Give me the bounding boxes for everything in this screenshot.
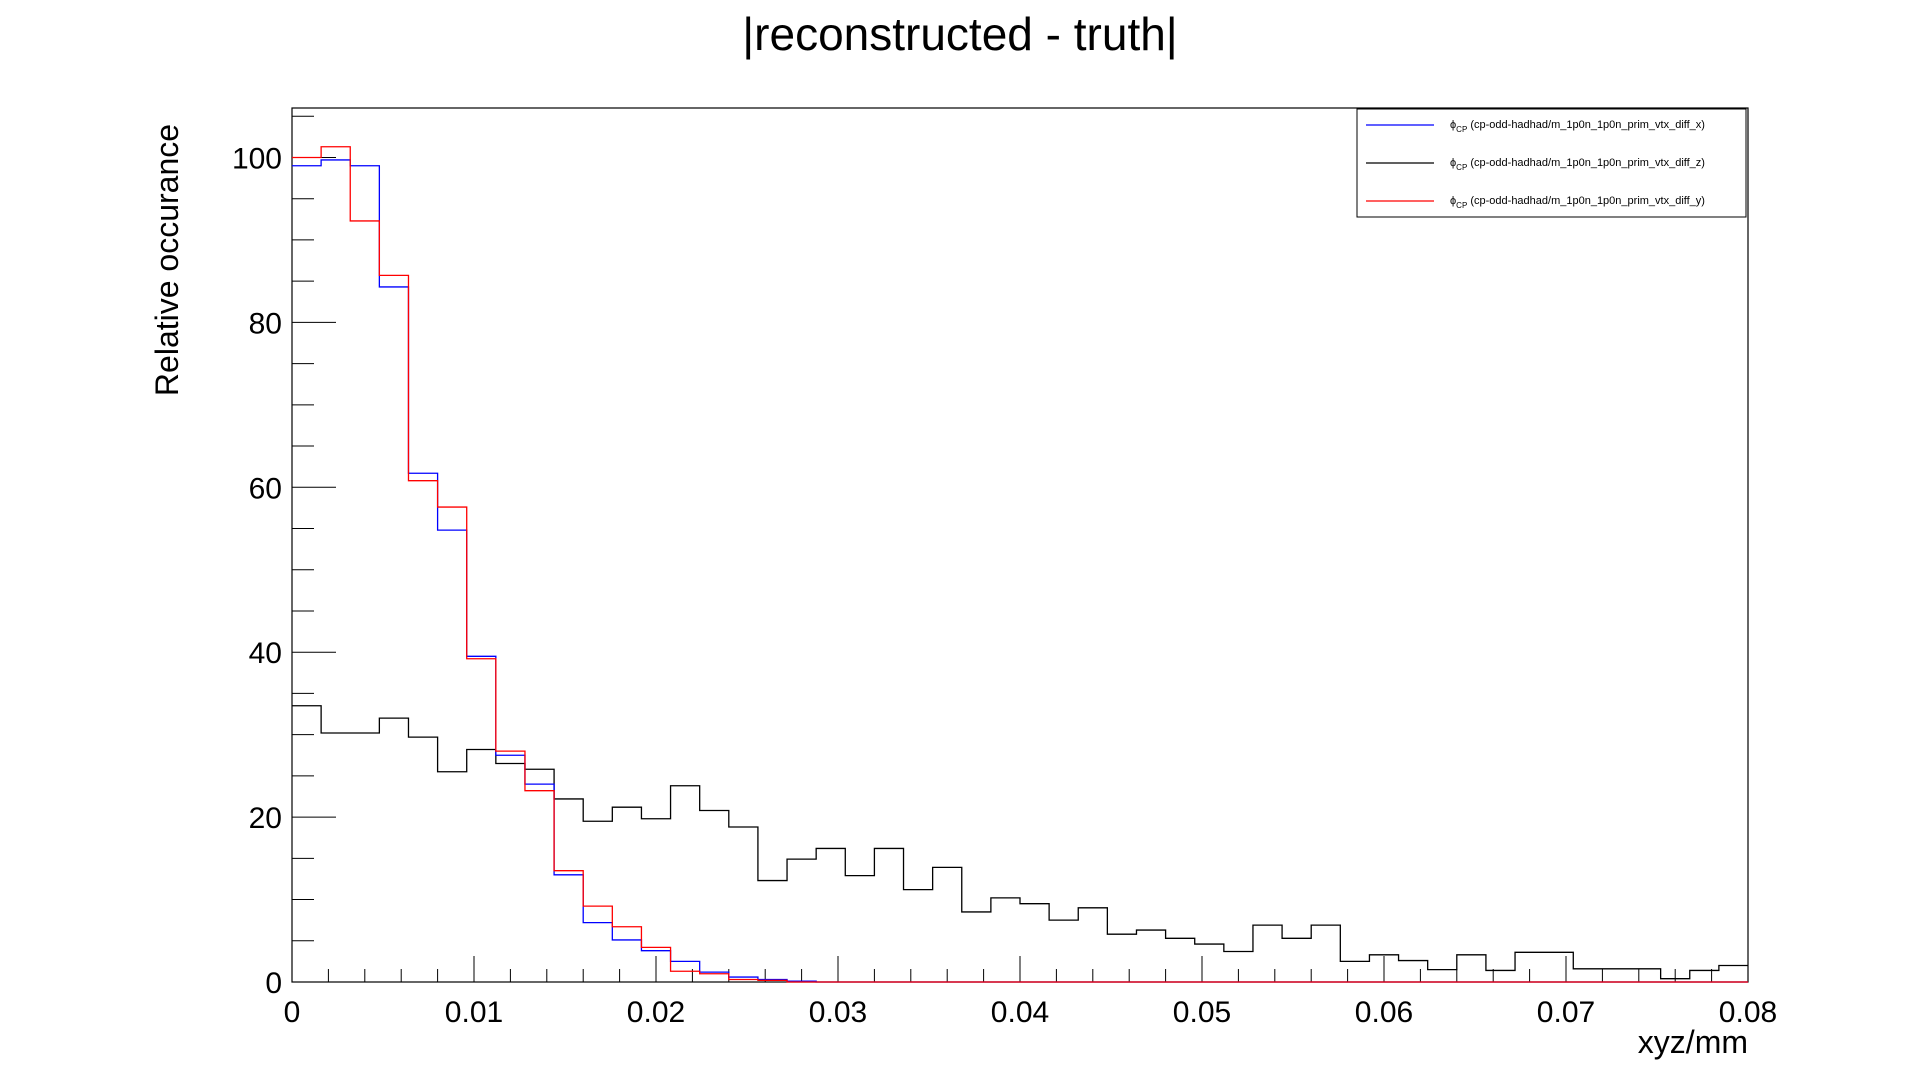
series-step-line-1 [292,705,1748,980]
x-tick-label: 0.03 [809,996,867,1029]
plot-frame [291,107,1749,983]
series-step-line-2 [292,146,1748,983]
x-tick-label: 0.05 [1173,996,1231,1029]
x-tick-label: 0.08 [1719,996,1777,1029]
x-tick-label: 0.07 [1537,996,1595,1029]
chart-title: |reconstructed - truth| [742,8,1178,60]
series-group [292,146,1748,983]
y-tick-label: 0 [265,967,282,1000]
y-tick-label: 80 [249,307,282,340]
y-axis: 0 20 40 60 80 100 [232,115,336,1000]
legend-label: ϕCP (cp-odd-hadhad/m_1p0n_1p0n_prim_vtx_… [1450,119,1705,134]
y-tick-label: 60 [249,472,282,505]
legend-label: ϕCP (cp-odd-hadhad/m_1p0n_1p0n_prim_vtx_… [1450,157,1705,172]
legend-label: ϕCP (cp-odd-hadhad/m_1p0n_1p0n_prim_vtx_… [1450,195,1705,210]
x-tick-label: 0.01 [445,996,503,1029]
y-tick-label: 100 [232,142,282,175]
y-tick-label: 40 [249,637,282,670]
x-axis: 0 0.01 0.02 0.03 0.04 0.05 0.06 0.07 0.08 [284,956,1777,1029]
x-tick-label: 0.04 [991,996,1049,1029]
x-tick-label: 0 [284,996,301,1029]
x-tick-label: 0.06 [1355,996,1413,1029]
series-step-line-0 [292,159,1748,983]
y-axis-title: Relative occurance [149,124,185,396]
x-tick-label: 0.02 [627,996,685,1029]
y-tick-label: 20 [249,802,282,835]
x-axis-title: xyz/mm [1638,1024,1748,1060]
legend: ϕCP (cp-odd-hadhad/m_1p0n_1p0n_prim_vtx_… [1356,108,1747,218]
